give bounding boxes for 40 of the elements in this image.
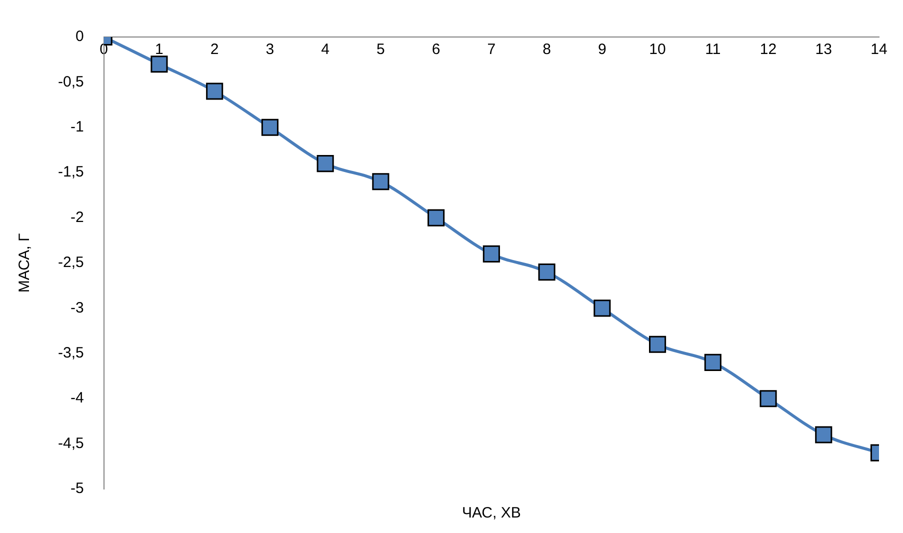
y-tick-label: 0	[76, 28, 84, 46]
x-axis-title: ЧАС, ХВ	[462, 504, 521, 522]
y-tick-label: -4,5	[58, 434, 84, 452]
point	[649, 336, 666, 353]
point	[372, 173, 390, 190]
x-tick-label: 13	[815, 41, 832, 58]
x-tick-label: 12	[760, 41, 777, 58]
x-tick-label: 1	[155, 41, 164, 58]
point	[150, 56, 168, 73]
x-tick-label: 9	[598, 41, 606, 58]
y-tick-label: -3,5	[58, 344, 84, 362]
x-tick-label: 10	[649, 41, 666, 58]
x-tick-label: 14	[870, 41, 888, 58]
y-tick-label: -2	[70, 208, 84, 226]
x-tick-label: 7	[487, 41, 496, 58]
x-tick-label: 4	[321, 41, 330, 58]
point	[704, 354, 722, 371]
point	[815, 426, 832, 444]
point	[261, 118, 278, 136]
y-tick-label: -1	[70, 118, 84, 136]
point	[760, 390, 777, 408]
x-tick-label: 2	[210, 41, 219, 58]
point	[428, 209, 445, 226]
x-tick-label: 11	[705, 41, 721, 58]
y-tick-label: -2,5	[58, 254, 84, 272]
point	[316, 155, 334, 172]
y-tick-label: -4	[70, 390, 84, 407]
x-tick-label: 5	[376, 41, 385, 58]
point	[538, 264, 556, 281]
point	[594, 300, 611, 317]
y-tick-label: -5	[70, 480, 84, 498]
point	[206, 82, 224, 100]
y-tick-label: -3	[70, 299, 84, 316]
x-tick-label: 8	[542, 41, 551, 58]
y-axis-title: МАСА, Г	[16, 233, 34, 293]
y-tick-label: -0,5	[58, 73, 84, 90]
x-tick-label: 6	[432, 41, 440, 58]
point	[482, 245, 500, 262]
x-tick-label: 3	[266, 41, 274, 58]
y-tick-label: -1,5	[58, 164, 84, 181]
